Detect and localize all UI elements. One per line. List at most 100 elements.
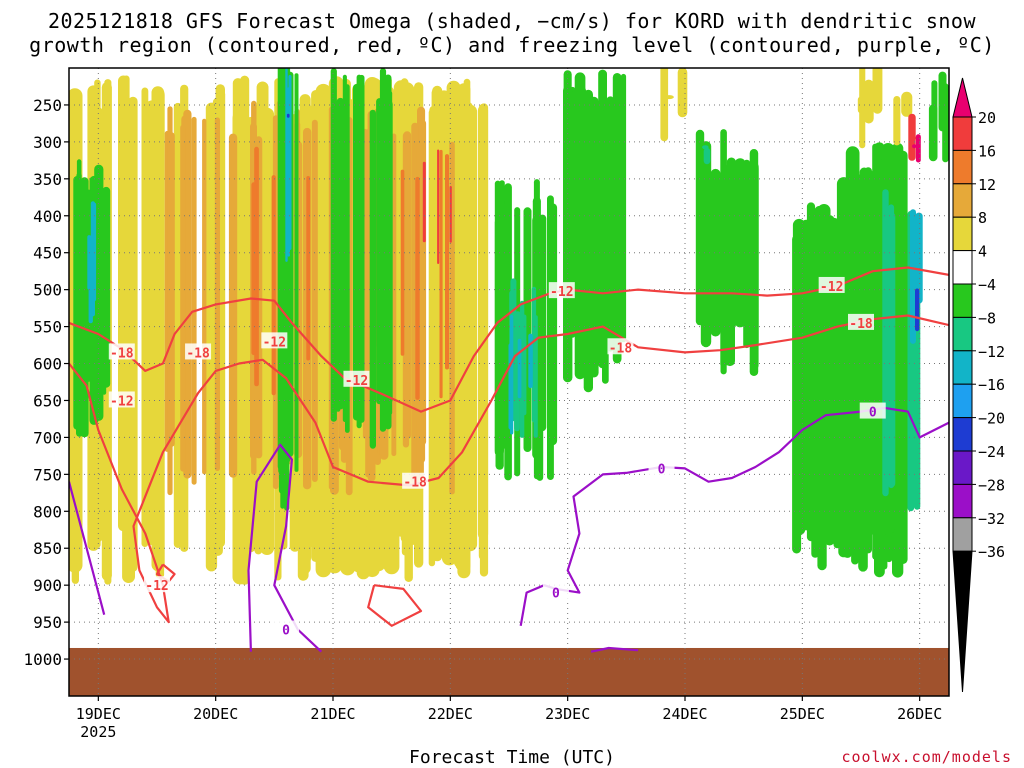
omega-shading	[912, 144, 917, 149]
contour-label-bg	[548, 282, 575, 299]
omega-shading	[437, 149, 440, 264]
contour-label-purple-text: 0	[869, 406, 877, 421]
omega-shading	[386, 100, 393, 404]
omega-shading	[677, 68, 688, 118]
x-year-label: 2025	[80, 723, 116, 741]
omega-shading	[710, 168, 721, 337]
omega-shading	[402, 132, 410, 448]
contour-label-red-text: -12	[145, 579, 168, 594]
y-tick-label: 950	[33, 613, 62, 632]
omega-shading	[168, 132, 175, 447]
contour-label-red: -12	[343, 370, 370, 389]
colorbar-swatch	[952, 183, 973, 218]
omega-shading	[153, 96, 160, 553]
omega-shading	[286, 113, 290, 118]
contour-label-red-text: -12	[345, 374, 368, 389]
colorbar-swatch	[952, 216, 973, 252]
contour-label-bg	[607, 338, 634, 355]
contour-label-bg	[144, 576, 170, 593]
omega-shading	[851, 147, 859, 565]
contour-label-red: -12	[144, 576, 170, 594]
contour-label-bg	[542, 583, 569, 600]
omega-shading	[214, 117, 220, 472]
x-tick-label: 23DEC	[545, 705, 590, 723]
colorbar-swatch	[952, 350, 973, 385]
colorbar-swatch	[952, 116, 973, 151]
colorbar-label: −12	[978, 343, 1005, 361]
omega-shading	[724, 164, 735, 367]
colorbar-label: 4	[978, 243, 987, 261]
contour-label-red-text: -18	[403, 476, 427, 491]
chart-title-line-1: 2025121818 GFS Forecast Omega (shaded, −…	[47, 9, 977, 33]
omega-shading	[528, 333, 533, 389]
y-tick-label: 850	[33, 539, 62, 558]
colorbar-label: −20	[978, 410, 1005, 428]
omega-shading	[287, 87, 290, 257]
omega-shading	[78, 197, 89, 396]
omega-shading	[882, 189, 889, 497]
y-tick-label: 500	[33, 281, 62, 300]
omega-shading	[517, 338, 522, 399]
omega-shading	[128, 96, 138, 572]
credit-text[interactable]: coolwx.com/models	[841, 748, 1012, 766]
contour-label-red: -18	[108, 343, 135, 361]
x-tick-label: 25DEC	[780, 705, 825, 723]
colorbar-label: 16	[978, 142, 996, 160]
omega-shading	[379, 68, 387, 432]
plot-area: -18 -12 -12 -18 -12 -12 -18 -12 -18 -12 -18 0 0 0 0	[69, 68, 949, 696]
x-axis-title: Forecast Time (UTC)	[409, 747, 615, 768]
omega-shading	[811, 223, 820, 558]
contour-label-red-text: -12	[110, 394, 133, 409]
contour-label-red: -12	[548, 282, 575, 300]
y-tick-label: 900	[33, 576, 62, 595]
colorbar-label: 20	[978, 109, 996, 127]
colorbar-swatch	[952, 383, 973, 419]
omega-shading	[620, 73, 627, 343]
omega-shading	[445, 154, 449, 370]
omega-shading	[910, 209, 916, 344]
contour-label-purple-text: 0	[552, 587, 560, 602]
omega-shading	[336, 97, 345, 410]
contour-label-red: -12	[108, 391, 135, 409]
contour-label-red: -18	[607, 338, 634, 356]
omega-shading	[123, 75, 130, 536]
y-tick-label: 1000	[23, 650, 62, 669]
omega-shading	[583, 89, 593, 393]
contour-minus18	[69, 266, 949, 413]
omega-shading	[400, 169, 405, 356]
colorbar-swatch	[952, 450, 973, 485]
contour-label-red-text: -12	[820, 280, 843, 295]
terrain-fill	[69, 647, 949, 696]
contour-label-red-text: -12	[263, 335, 286, 350]
colorbar-swatch-top	[952, 77, 973, 118]
contour-label-bg	[343, 370, 370, 387]
omega-shading	[173, 102, 182, 549]
x-tick-label: 19DEC	[76, 705, 121, 723]
y-tick-label: 600	[33, 355, 62, 374]
contour-label-red-text: -18	[186, 346, 210, 361]
y-tick-label: 650	[33, 391, 62, 410]
contour-zero-surface	[590, 646, 639, 653]
omega-shading	[185, 135, 192, 444]
omega-shading	[359, 74, 365, 423]
omega-shading	[453, 117, 469, 569]
colorbar-swatch-bottom	[952, 550, 973, 693]
omega-shading	[898, 150, 908, 564]
omega-shading	[191, 116, 197, 485]
contour-minus12	[69, 314, 949, 624]
colorbar-swatch	[952, 517, 973, 552]
y-tick-label: 300	[33, 133, 62, 152]
omega-shading	[415, 176, 420, 400]
contour-label-bg	[185, 343, 212, 360]
omega-shading	[285, 68, 288, 262]
omega-shading	[260, 107, 275, 555]
contour-label-bg	[859, 402, 886, 419]
contour-label-red: -12	[261, 332, 288, 350]
contour-label-red: -18	[402, 472, 429, 491]
omega-shading	[548, 203, 558, 446]
colorbar-swatch	[952, 417, 973, 452]
omega-shading	[660, 68, 669, 142]
contour-minus12-closed	[367, 584, 423, 627]
omega-shading	[888, 212, 896, 487]
contour-zero-left	[69, 481, 106, 615]
